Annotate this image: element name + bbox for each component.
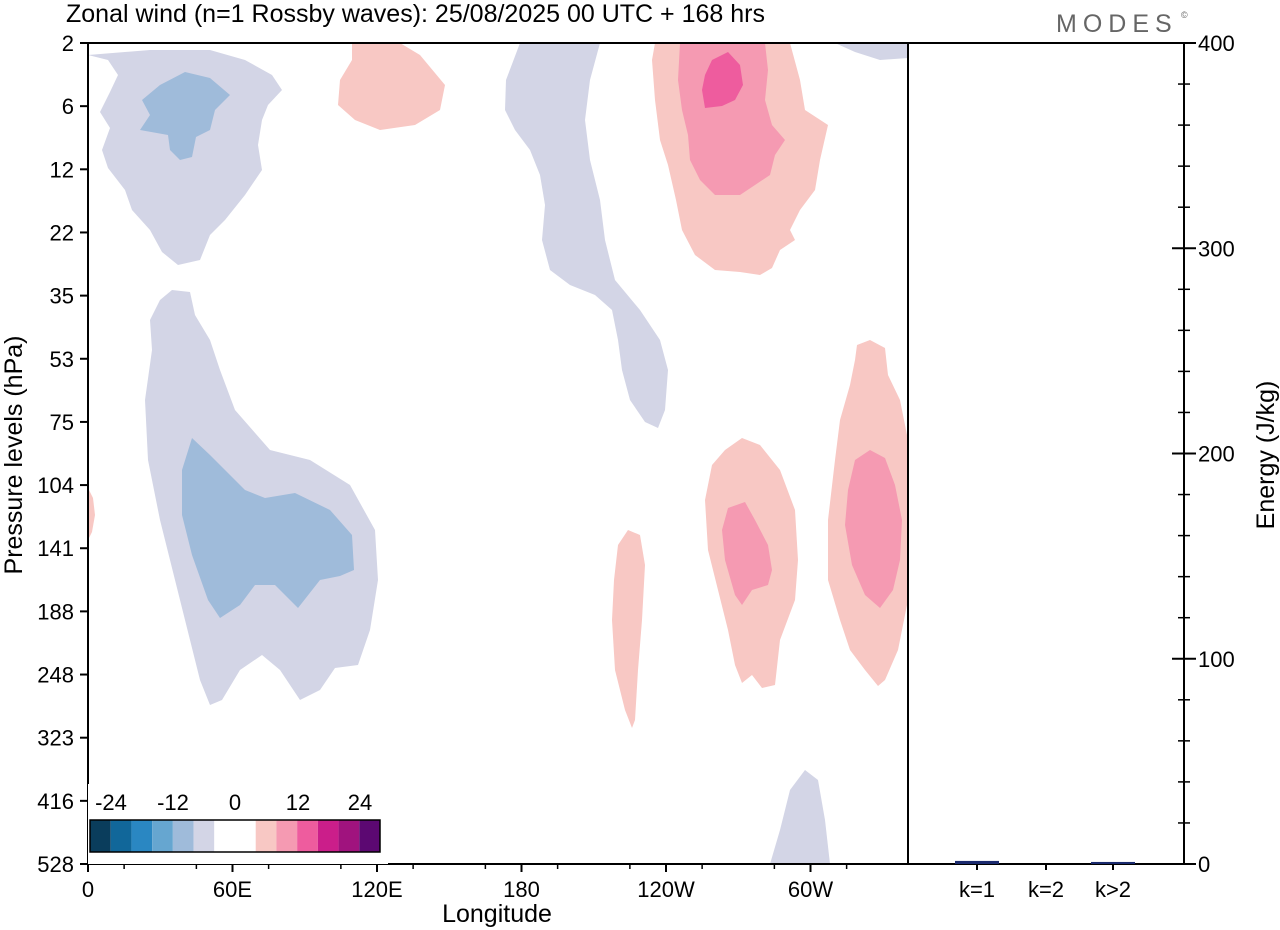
y-axis-energy: 0 100 200 300 400 <box>1172 31 1235 877</box>
energy-tick-label: 400 <box>1198 31 1235 56</box>
x-axis-longitude: 0 60E 120E 180 120W 60W <box>82 864 848 902</box>
pos-upper-left-small <box>338 43 445 130</box>
colorbar-swatch <box>338 820 360 852</box>
y-axis-pressure: 2 6 12 22 35 53 75 104 141 188 248 323 416 528 <box>37 31 88 877</box>
y-tick-label: 323 <box>37 726 74 751</box>
neg-streak-center <box>505 43 668 428</box>
y-tick-label: 75 <box>50 410 74 435</box>
colorbar-swatch <box>193 820 215 852</box>
x-tick-label: 0 <box>82 877 94 902</box>
colorbar: -24 -12 0 12 24 <box>88 784 388 864</box>
energy-tick-label: 0 <box>1198 852 1210 877</box>
contour-field <box>88 43 908 864</box>
y-tick-label: 248 <box>37 663 74 688</box>
y-tick-label: 6 <box>62 94 74 119</box>
neg-mid-left-core <box>182 438 354 618</box>
colorbar-border <box>89 819 381 853</box>
y-tick-label: 188 <box>37 599 74 624</box>
energy-bar <box>1091 861 1135 864</box>
colorbar-swatch <box>255 820 277 852</box>
y-tick-label: 22 <box>50 220 74 245</box>
colorbar-label: 24 <box>348 790 372 815</box>
y-tick-label: 2 <box>62 31 74 56</box>
colorbar-swatch <box>276 820 298 852</box>
x-tick-label: 60W <box>788 877 833 902</box>
modes-logo: MODES <box>1056 10 1178 38</box>
chart-title: Zonal wind (n=1 Rossby waves): 25/08/202… <box>66 0 765 28</box>
colorbar-label: -24 <box>95 790 127 815</box>
modes-logo-mark: © <box>1181 10 1188 20</box>
colorbar-swatch <box>172 820 194 852</box>
energy-plot-frame <box>907 42 1185 865</box>
x-tick-label: 60E <box>213 877 252 902</box>
energy-tick-label: 300 <box>1198 236 1235 261</box>
x-axis-label: Longitude <box>442 900 552 928</box>
y-tick-label: 141 <box>37 536 74 561</box>
neg-top-right-sliver <box>835 43 908 60</box>
pos-upper-right-core <box>702 52 743 108</box>
pos-mid-strip <box>612 530 645 728</box>
colorbar-swatch <box>152 820 173 852</box>
colorbar-swatch <box>235 820 256 852</box>
neg-bottom-right <box>770 770 830 864</box>
y-tick-label: 53 <box>50 347 74 372</box>
colorbar-label: -12 <box>157 790 189 815</box>
energy-tick-label: 100 <box>1198 647 1235 672</box>
energy-bars: k=1 k=2 k>2 <box>955 860 1135 902</box>
y-axis-label: Pressure levels (hPa) <box>0 336 28 575</box>
x-tick-label: 180 <box>503 877 540 902</box>
pos-mid-right-b-core <box>845 450 902 608</box>
x-tick-label: 120W <box>637 877 695 902</box>
colorbar-label: 0 <box>229 790 241 815</box>
pos-mid-right-a-core <box>722 502 772 605</box>
colorbar-swatch <box>297 820 318 852</box>
energy-category-label: k=2 <box>1028 877 1064 902</box>
colorbar-swatch <box>110 820 132 852</box>
energy-bar <box>955 860 999 864</box>
colorbar-swatch <box>317 820 339 852</box>
y-tick-label: 416 <box>37 789 74 814</box>
y-tick-label: 12 <box>50 157 74 182</box>
colorbar-swatch <box>359 820 380 852</box>
x-tick-label: 120E <box>351 877 402 902</box>
neg-upper-left-core <box>140 72 230 160</box>
y-tick-label: 104 <box>37 473 74 498</box>
energy-category-label: k>2 <box>1095 877 1131 902</box>
colorbar-swatch <box>90 820 111 852</box>
colorbar-label: 12 <box>286 790 310 815</box>
energy-axis-label: Energy (J/kg) <box>1252 381 1280 530</box>
colorbar-swatch <box>131 820 153 852</box>
energy-category-label: k=1 <box>959 877 995 902</box>
y-tick-label: 35 <box>50 284 74 309</box>
colorbar-swatch <box>214 820 235 852</box>
pos-left-edge <box>88 488 95 540</box>
y-tick-label: 528 <box>37 852 74 877</box>
energy-tick-label: 200 <box>1198 442 1235 467</box>
